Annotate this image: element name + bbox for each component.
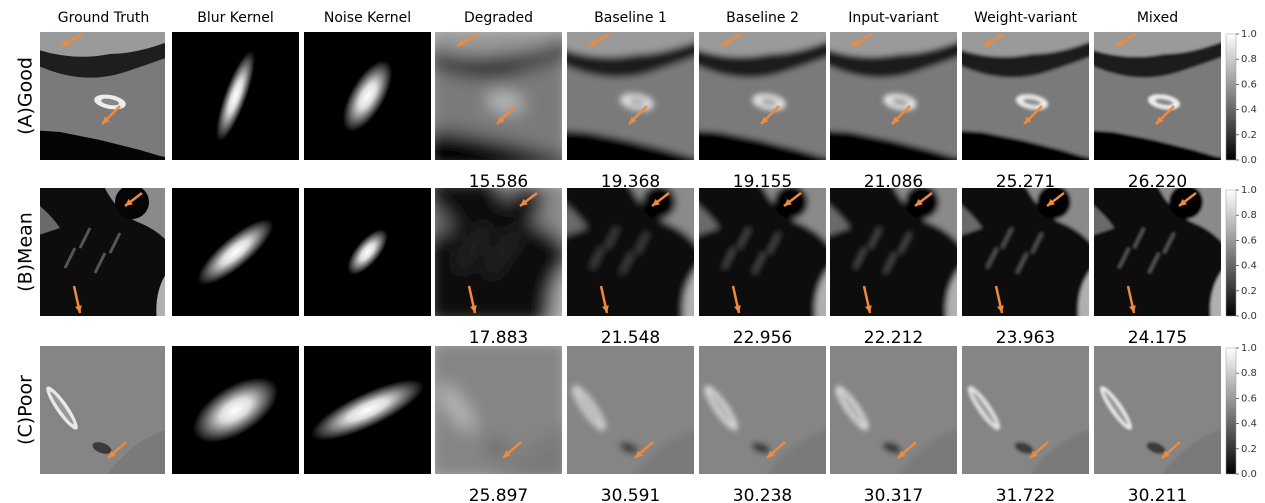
column-header: Weight-variant [974, 10, 1077, 26]
image-panel [1094, 346, 1221, 474]
colorbar [1225, 33, 1237, 161]
image-panel [172, 346, 299, 474]
image-panel [962, 346, 1089, 474]
score: 25.897 [469, 486, 528, 503]
score: 24.175 [1128, 328, 1187, 348]
colorbar [1225, 347, 1237, 475]
image-panel [1094, 188, 1221, 316]
image-panel [40, 346, 165, 474]
image-panel [962, 32, 1089, 160]
colorbar-tick-label: 0.2 [1241, 444, 1257, 455]
column-header: Input-variant [848, 10, 939, 26]
image-panel [830, 188, 957, 316]
score: 23.963 [996, 328, 1055, 348]
colorbar-tick-label: 0.8 [1241, 210, 1257, 221]
colorbar-tick-label: 0.8 [1241, 368, 1257, 379]
score: 19.368 [601, 172, 660, 192]
score: 26.220 [1128, 172, 1187, 192]
row-label: (C)Poor [15, 375, 37, 445]
score: 25.271 [996, 172, 1055, 192]
score: 30.238 [733, 486, 792, 503]
image-panel [435, 188, 562, 316]
colorbar-tick-label: 0.4 [1241, 261, 1257, 272]
image-panel [435, 346, 562, 474]
image-panel [435, 32, 562, 160]
colorbar-tick-label: 0.0 [1241, 155, 1257, 166]
column-header: Blur Kernel [197, 10, 274, 26]
colorbar-tick-label: 1.0 [1241, 185, 1257, 196]
image-panel [304, 188, 431, 316]
colorbar-tick-label: 0.2 [1241, 286, 1257, 297]
colorbar-tick-label: 0.6 [1241, 79, 1257, 90]
row-label: (A)Good [15, 57, 37, 135]
image-panel [699, 346, 826, 474]
image-panel [1094, 32, 1221, 160]
image-panel [699, 32, 826, 160]
colorbar-tick-label: 0.6 [1241, 393, 1257, 404]
colorbar-tick-label: 0.0 [1241, 469, 1257, 480]
score: 30.317 [864, 486, 923, 503]
score: 30.211 [1128, 486, 1187, 503]
image-panel [567, 346, 694, 474]
column-header: Degraded [464, 10, 533, 26]
colorbar-tick-label: 0.8 [1241, 54, 1257, 65]
colorbar-tick-label: 0.0 [1241, 311, 1257, 322]
colorbar-tick-label: 1.0 [1241, 29, 1257, 40]
score: 31.722 [996, 486, 1055, 503]
colorbar-tick-label: 0.2 [1241, 130, 1257, 141]
column-header: Mixed [1137, 10, 1178, 26]
image-panel [830, 346, 957, 474]
colorbar [1225, 189, 1237, 317]
colorbar-tick-label: 0.4 [1241, 419, 1257, 430]
image-panel [40, 32, 165, 160]
colorbar-tick-label: 0.6 [1241, 235, 1257, 246]
column-header: Noise Kernel [324, 10, 411, 26]
row-label: (B)Mean [15, 212, 37, 292]
image-panel [172, 32, 299, 160]
column-header: Baseline 2 [726, 10, 799, 26]
image-panel [172, 188, 299, 316]
score: 17.883 [469, 328, 528, 348]
colorbar-tick-label: 0.4 [1241, 105, 1257, 116]
colorbar-tick-label: 1.0 [1241, 343, 1257, 354]
score: 30.591 [601, 486, 660, 503]
score: 22.956 [733, 328, 792, 348]
score: 21.548 [601, 328, 660, 348]
score: 22.212 [864, 328, 923, 348]
image-panel [567, 188, 694, 316]
image-panel [699, 188, 826, 316]
score: 15.586 [469, 172, 528, 192]
column-header: Ground Truth [58, 10, 149, 26]
image-panel [40, 188, 165, 316]
score: 19.155 [733, 172, 792, 192]
column-header: Baseline 1 [594, 10, 667, 26]
image-panel [830, 32, 957, 160]
image-panel [304, 346, 431, 474]
image-panel [304, 32, 431, 160]
image-panel [962, 188, 1089, 316]
score: 21.086 [864, 172, 923, 192]
image-panel [567, 32, 694, 160]
